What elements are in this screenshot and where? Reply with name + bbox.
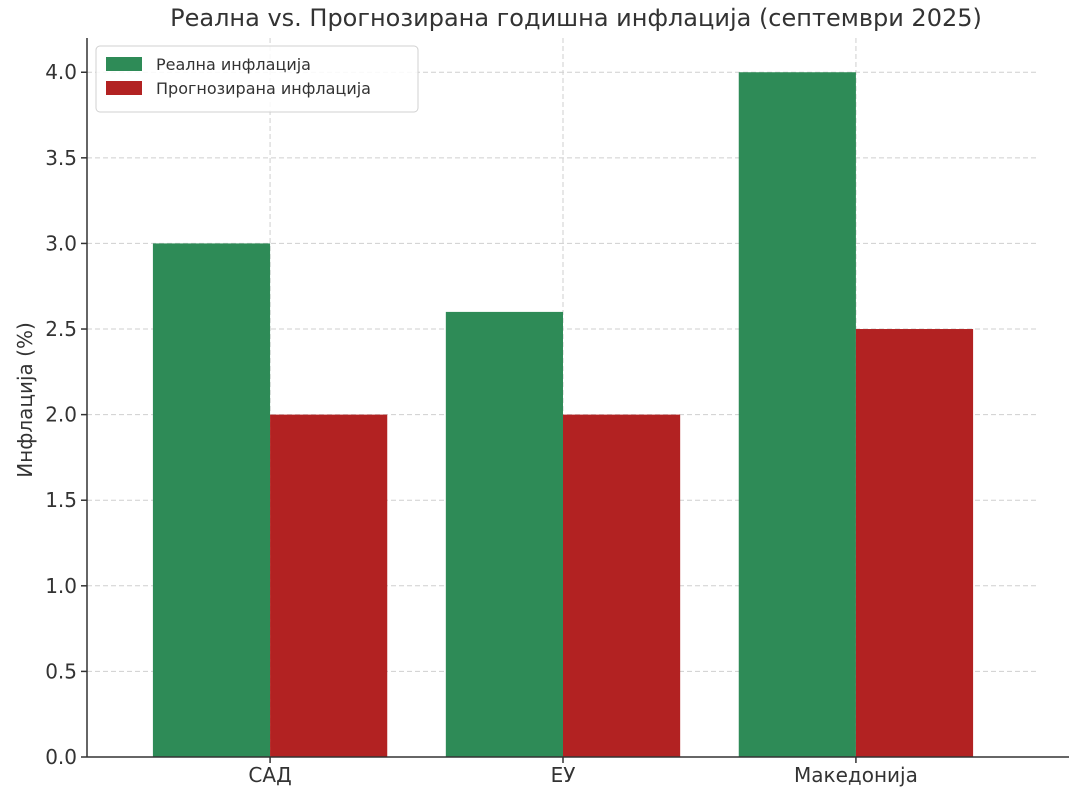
y-tick-label: 0.5 xyxy=(45,659,77,683)
y-tick-label: 1.0 xyxy=(45,574,77,598)
bar xyxy=(270,414,388,757)
y-tick-label: 0.0 xyxy=(45,745,77,769)
y-tick-label: 1.5 xyxy=(45,488,77,512)
y-axis-label: Инфлација (%) xyxy=(13,322,37,478)
y-tick-label: 3.5 xyxy=(45,146,77,170)
bar xyxy=(563,414,681,757)
y-tick-label: 2.5 xyxy=(45,317,77,341)
chart-title: Реална vs. Прогнозирана годишна инфлациј… xyxy=(170,4,982,32)
bar xyxy=(152,243,271,757)
axes xyxy=(81,38,1069,763)
bar xyxy=(445,311,563,757)
y-tick-label: 3.0 xyxy=(45,231,77,255)
x-tick-label: ЕУ xyxy=(551,763,576,787)
bar xyxy=(855,329,974,757)
legend-swatch xyxy=(106,81,142,95)
legend-box xyxy=(95,45,419,113)
y-tick-label: 4.0 xyxy=(45,60,77,84)
y-tick-label: 2.0 xyxy=(45,403,77,427)
tick-labels: 0.0 0.5 1.0 1.5 2.0 2.5 3.0 3.5 4.0 САД ЕУ Македони… xyxy=(45,60,918,787)
legend-label: Прогнозирана инфлација xyxy=(156,79,371,98)
bar xyxy=(738,72,856,757)
bars xyxy=(152,72,974,757)
x-tick-label: Македонија xyxy=(794,763,918,787)
legend-swatch xyxy=(106,57,142,71)
legend-label: Реална инфлација xyxy=(156,55,311,74)
legend: Реална инфлација Прогнозирана инфлација xyxy=(95,45,419,113)
x-tick-label: САД xyxy=(248,763,291,787)
